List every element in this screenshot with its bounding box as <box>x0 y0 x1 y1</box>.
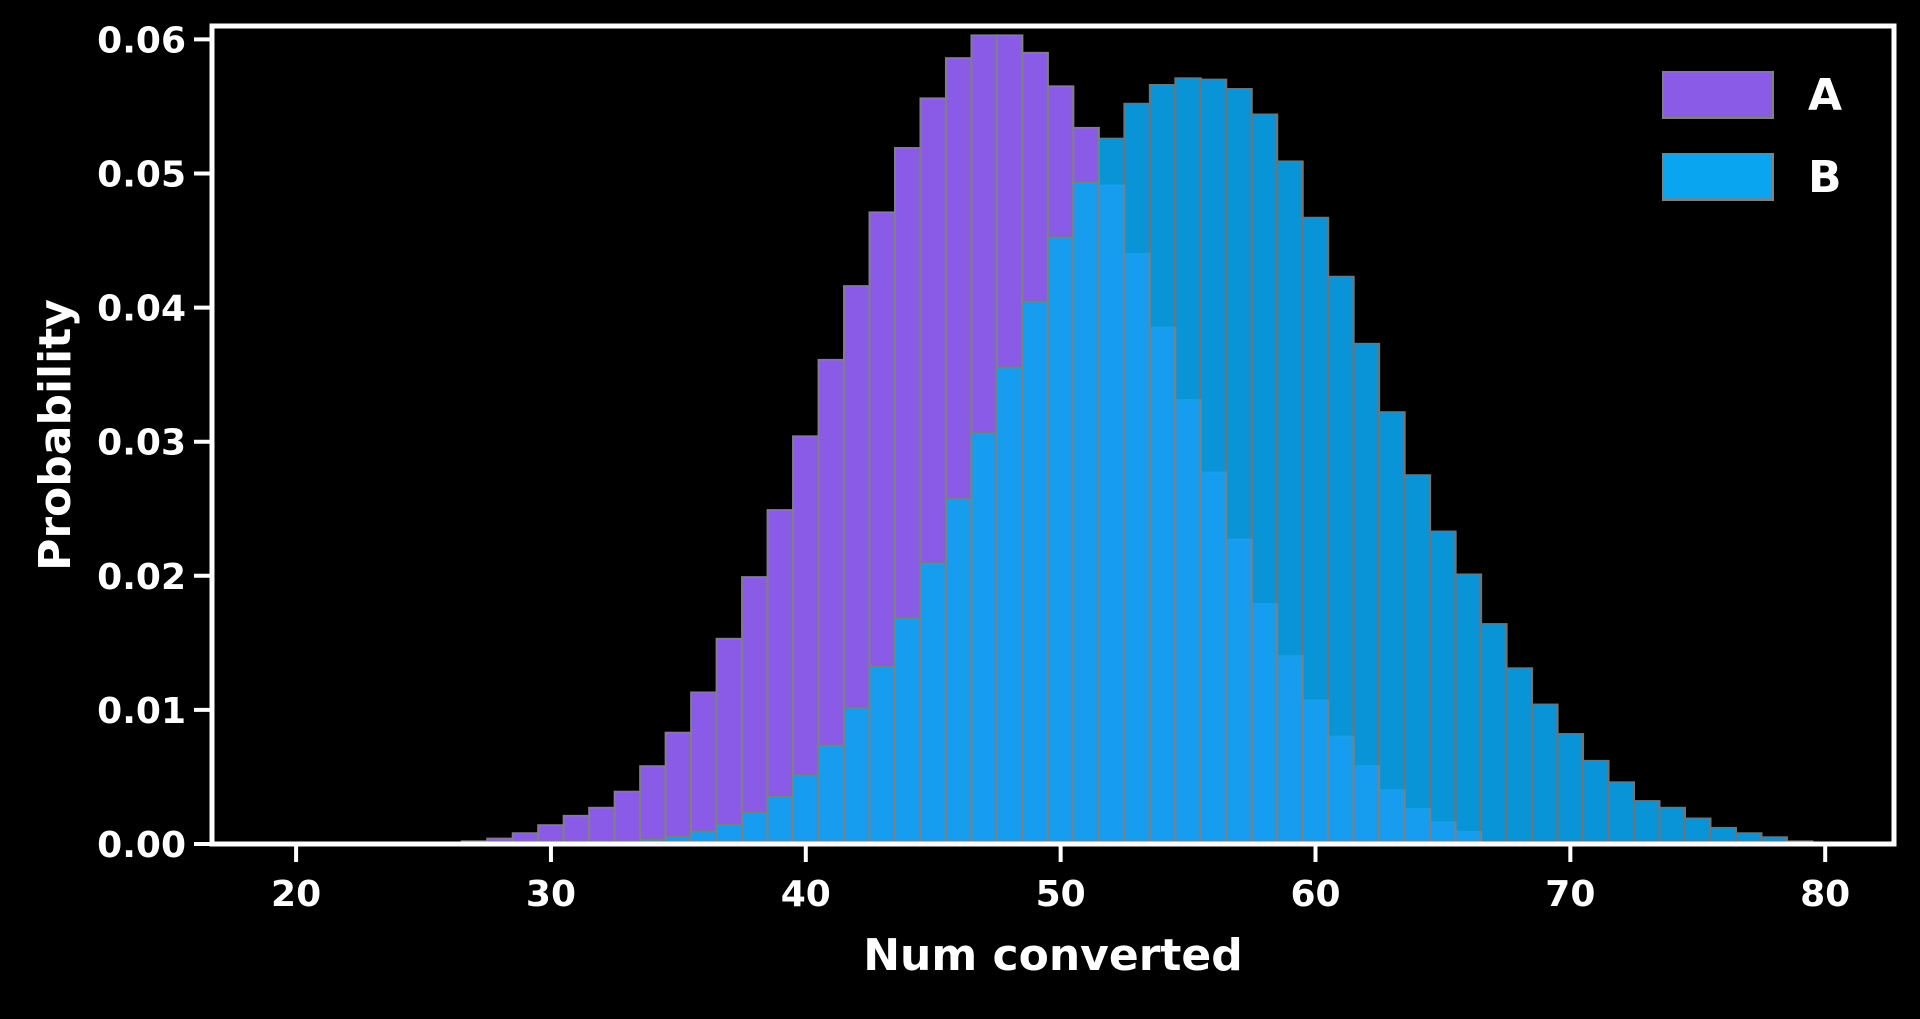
bar-B-72 <box>1607 781 1636 845</box>
bar-A-31 <box>562 814 591 846</box>
bar-B-65 <box>1429 530 1457 845</box>
y-tick-label-2: 0.02 <box>97 557 186 598</box>
bar-B-47 <box>970 432 998 845</box>
x-axis-label: Num converted <box>863 930 1243 981</box>
bar-B-74 <box>1658 806 1687 845</box>
y-tick-label-0: 0.00 <box>97 825 186 866</box>
y-tick-label-6: 0.06 <box>97 20 186 61</box>
bar-B-57 <box>1225 88 1253 845</box>
bar-B-61 <box>1327 275 1355 845</box>
bar-B-69 <box>1531 703 1559 845</box>
bar-B-59 <box>1276 160 1304 845</box>
bar-B-63 <box>1378 411 1406 845</box>
bar-B-45 <box>919 562 947 845</box>
legend: AB <box>1662 70 1842 203</box>
bar-A-32 <box>588 806 616 845</box>
bar-A-30 <box>537 824 565 845</box>
legend-label-B: B <box>1808 152 1842 203</box>
bar-B-51 <box>1072 181 1100 845</box>
bar-B-40 <box>792 774 820 845</box>
bar-B-68 <box>1505 667 1534 846</box>
bar-B-66 <box>1454 573 1483 846</box>
x-tick-label-30: 30 <box>526 874 576 915</box>
y-tick-label-5: 0.05 <box>97 155 186 196</box>
x-tick-label-40: 40 <box>781 874 831 915</box>
bar-B-43 <box>868 665 896 845</box>
bar-A-36 <box>690 691 718 845</box>
y-tick-label-1: 0.01 <box>97 691 186 732</box>
bar-B-39 <box>766 796 795 846</box>
bar-B-73 <box>1633 800 1661 846</box>
bar-B-49 <box>1021 301 1049 845</box>
bar-B-52 <box>1097 137 1126 845</box>
x-tick-label-70: 70 <box>1545 874 1595 915</box>
bar-B-48 <box>995 366 1024 845</box>
bar-B-75 <box>1684 817 1712 846</box>
bar-A-39 <box>766 509 795 845</box>
y-axis-ticks: 0.00 0.01 0.02 0.03 0.04 0.05 0.06 <box>97 20 212 866</box>
bar-B-64 <box>1403 474 1432 845</box>
y-axis-label: Probability <box>30 299 81 571</box>
bar-A-34 <box>639 765 667 845</box>
y-tick-label-3: 0.03 <box>97 423 186 464</box>
bar-B-54 <box>1148 84 1177 845</box>
x-tick-label-50: 50 <box>1036 874 1086 915</box>
legend-label-A: A <box>1808 70 1842 121</box>
bar-B-41 <box>817 745 846 845</box>
bar-B-62 <box>1352 342 1381 845</box>
x-tick-label-20: 20 <box>271 874 321 915</box>
legend-swatch-B <box>1662 153 1774 201</box>
bar-B-55 <box>1174 77 1202 846</box>
plot-frame <box>209 23 1897 847</box>
bar-A-33 <box>613 790 642 846</box>
bar-A-38 <box>741 576 769 845</box>
x-tick-label-80: 80 <box>1800 874 1850 915</box>
bar-B-37 <box>715 824 744 845</box>
bar-B-70 <box>1556 733 1585 845</box>
bar-B-67 <box>1480 623 1508 846</box>
y-tick-label-4: 0.04 <box>97 289 186 330</box>
bar-B-71 <box>1582 759 1610 845</box>
bar-B-44 <box>893 617 922 846</box>
bar-B-46 <box>944 498 973 845</box>
bar-A-35 <box>664 731 693 846</box>
bar-B-53 <box>1123 102 1151 845</box>
bar-B-42 <box>843 707 871 845</box>
bar-B-60 <box>1301 216 1330 845</box>
x-axis-ticks: 20 30 40 50 60 70 80 <box>271 844 1850 915</box>
bar-B-56 <box>1199 78 1228 845</box>
legend-swatch-A <box>1662 71 1774 119</box>
bar-A-37 <box>715 637 744 846</box>
x-tick-label-60: 60 <box>1290 874 1340 915</box>
bar-B-50 <box>1046 236 1075 845</box>
bar-B-58 <box>1250 113 1279 845</box>
bar-B-38 <box>741 812 769 845</box>
